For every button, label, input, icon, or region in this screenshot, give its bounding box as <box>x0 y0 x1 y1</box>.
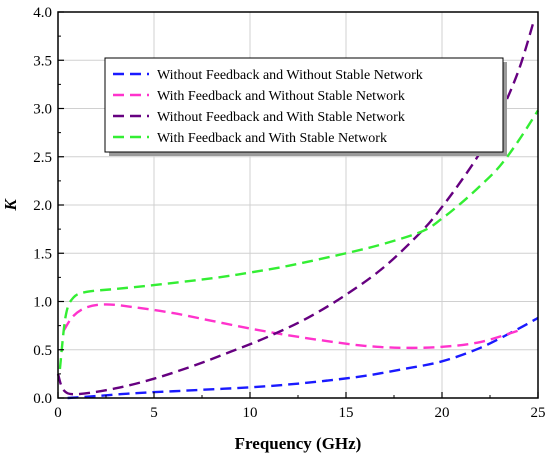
x-tick-label: 20 <box>435 405 450 421</box>
y-tick-label: 2.5 <box>33 150 52 166</box>
y-tick-label: 0.5 <box>33 343 52 359</box>
legend-label: Without Feedback and Without Stable Netw… <box>157 68 423 83</box>
ticks: 0 5 10 15 20 25 0.0 0.5 1.0 1.5 2.0 2.5 3.0 3.5 4.0 <box>33 5 545 421</box>
series-line-without-feedback-and-without-stable-network <box>67 316 539 400</box>
series-line-without-feedback-and-with-stable-network <box>56 19 536 396</box>
x-tick-label: 10 <box>243 405 258 421</box>
x-tick-label: 15 <box>339 405 354 421</box>
series-layer <box>56 19 540 400</box>
legend-label: With Feedback and With Stable Network <box>157 131 387 146</box>
x-tick-label: 25 <box>531 405 546 421</box>
y-tick-label: 0.0 <box>33 391 52 407</box>
legend-box <box>104 57 504 153</box>
y-tick-label: 1.5 <box>33 246 52 262</box>
series-line-with-feedback-and-without-stable-network <box>62 303 520 350</box>
legend-label: Without Feedback and With Stable Network <box>157 110 405 125</box>
series-line-with-feedback-and-with-stable-network <box>58 109 540 370</box>
y-axis-title: K <box>1 198 20 212</box>
y-tick-label: 3.5 <box>33 53 52 69</box>
y-tick-label: 1.0 <box>33 295 52 311</box>
x-tick-label: 5 <box>150 405 158 421</box>
y-tick-label: 3.0 <box>33 102 52 118</box>
y-tick-label: 2.0 <box>33 198 52 214</box>
x-tick-label: 0 <box>54 405 62 421</box>
legend-label: With Feedback and Without Stable Network <box>157 89 405 104</box>
x-axis-title: Frequency (GHz) <box>235 434 362 453</box>
y-tick-label: 4.0 <box>33 5 52 21</box>
legend: Without Feedback and Without Stable Netw… <box>104 57 507 156</box>
